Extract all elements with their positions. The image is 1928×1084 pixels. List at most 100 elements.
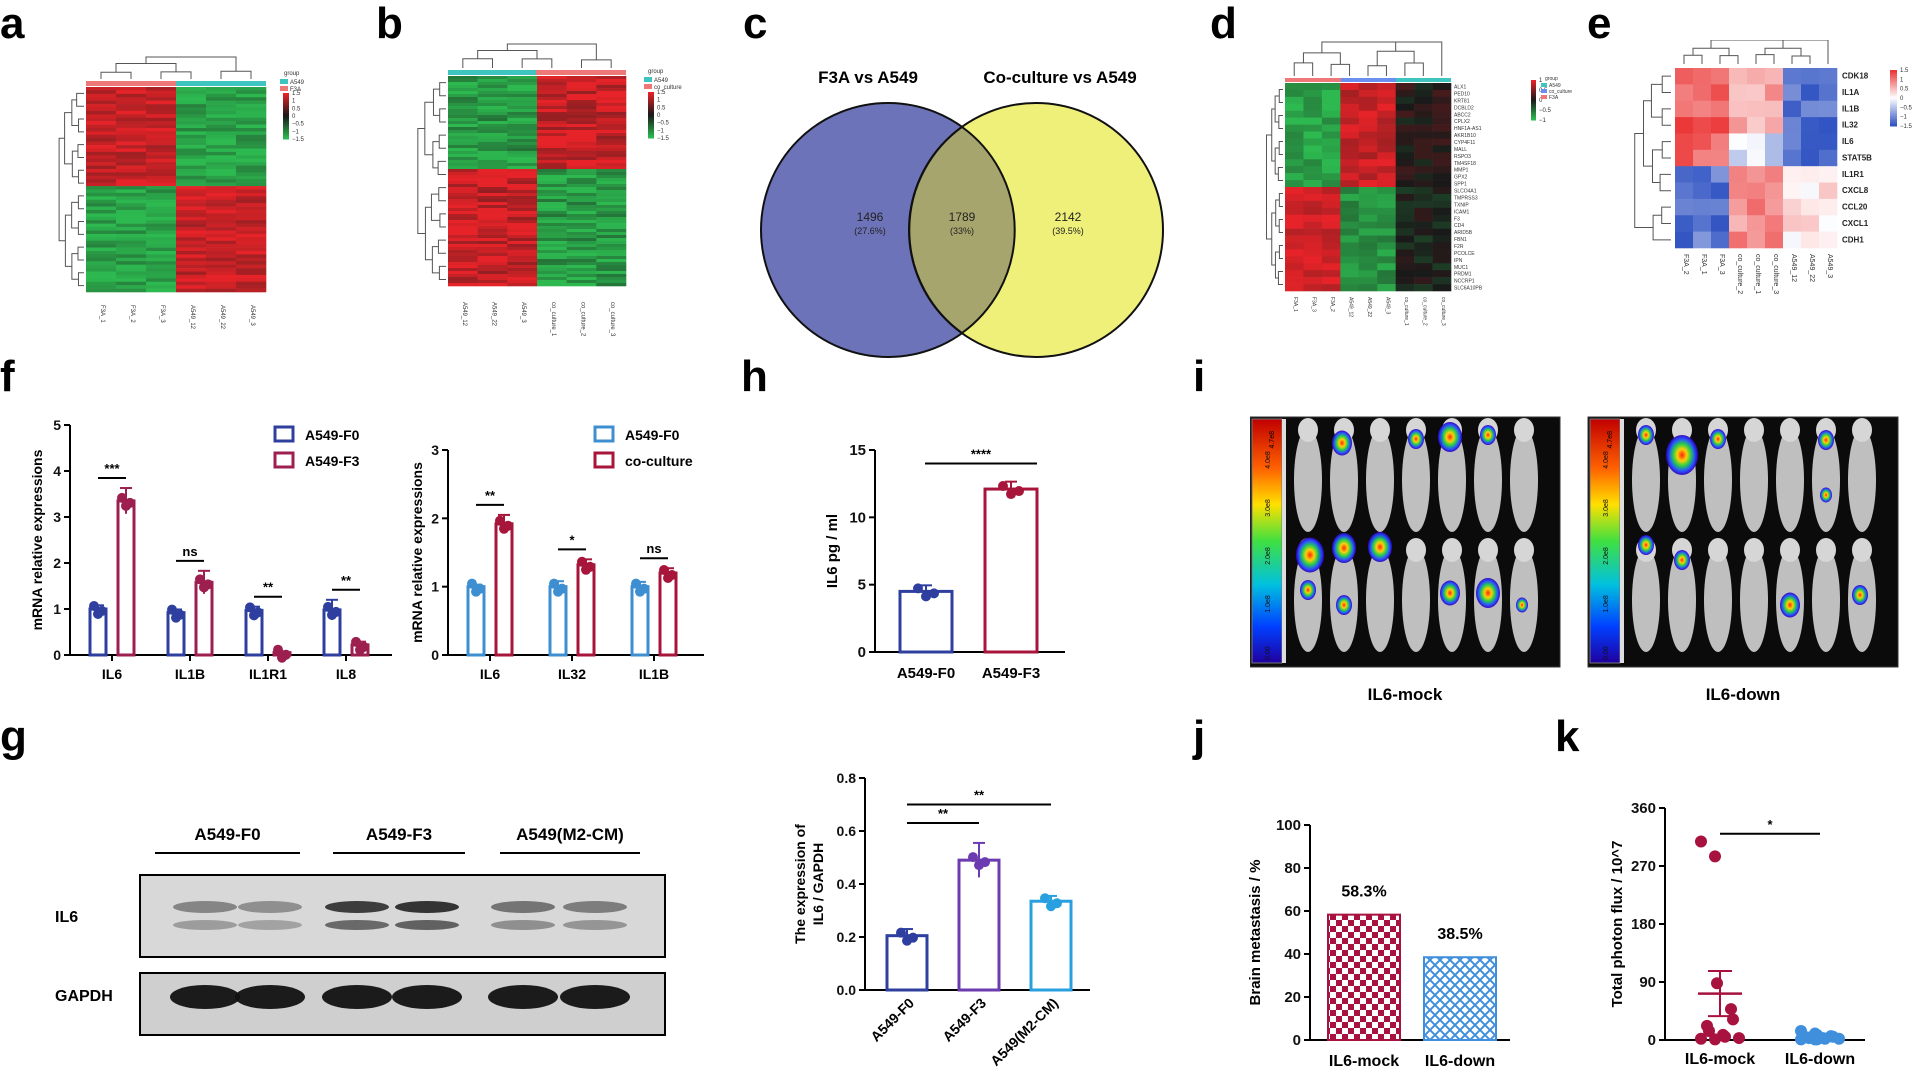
heatmap-cell	[1395, 145, 1415, 153]
group-bar-f3a	[86, 81, 176, 86]
heatmap-cell	[236, 172, 267, 177]
blot-row-label: IL6	[55, 909, 78, 926]
heatmap-cell	[1303, 83, 1323, 91]
dendrogram-branch	[1278, 245, 1283, 259]
dendrogram-branch	[1293, 62, 1314, 76]
colorscale-step	[648, 99, 654, 102]
heatmap-cell	[1358, 117, 1378, 125]
panel-label-h: h	[741, 352, 768, 401]
heatmap-cell	[477, 205, 508, 209]
colorscale-step	[1531, 82, 1536, 85]
x-tick-label: IL1B	[639, 666, 669, 682]
x-tick-label: A549-F3	[982, 665, 1040, 682]
heatmap-cell	[477, 181, 508, 185]
heatmap-cell	[1303, 284, 1323, 292]
heatmap-cell	[1303, 193, 1323, 202]
heatmap-cell	[176, 268, 207, 272]
heatmap-cell	[507, 112, 538, 116]
heatmap-cell	[146, 148, 177, 153]
heatmap-cell	[1747, 166, 1766, 183]
heatmap-cell	[1675, 198, 1694, 216]
gene-label: DCBLD2	[1454, 105, 1474, 111]
heatmap-cell	[206, 110, 237, 115]
heatmap-cell	[1414, 249, 1433, 257]
colorscale-step	[1890, 92, 1897, 95]
heatmap-cell	[236, 247, 267, 252]
gene-label: CCL20	[1842, 203, 1868, 212]
heatmap-cell	[1765, 215, 1784, 232]
heatmap-cell	[236, 165, 267, 170]
colorscale-step	[1531, 101, 1536, 104]
heatmap-d-gene-labels: ALX1PED10KRT81DCBLD2ABCC2CPLX2HNF1A-AS1A…	[1454, 85, 1483, 292]
luminescence-spot	[1666, 435, 1698, 475]
x-tick-label: A549-F3	[939, 995, 989, 1045]
dendrogram-branch	[506, 43, 597, 60]
heatmap-cell	[146, 93, 177, 98]
heatmap-cell	[1693, 166, 1712, 183]
heatmap-cell	[507, 223, 538, 227]
dendrogram-branch	[1376, 50, 1415, 66]
heatmap-cell	[448, 193, 478, 197]
heatmap-cell	[507, 145, 538, 149]
heatmap-cell	[116, 186, 147, 190]
heatmap-cell	[448, 229, 478, 233]
data-point	[121, 500, 131, 511]
heatmap-cell	[596, 130, 627, 134]
heatmap-cell	[206, 254, 237, 259]
heatmap-cell	[236, 189, 267, 194]
heatmap-cell	[146, 138, 177, 142]
x-tick-label: IL6	[102, 666, 122, 682]
data-point	[1703, 1024, 1715, 1037]
heatmap-cell	[566, 190, 597, 194]
heatmap-cell	[1285, 159, 1304, 167]
heatmap-cell	[507, 88, 538, 92]
dendrogram-branch	[71, 201, 79, 229]
colorscale-step	[648, 133, 654, 136]
heatmap-cell	[596, 175, 627, 179]
heatmap-cell	[566, 103, 597, 107]
colorscale-step	[648, 92, 654, 95]
heatmap-cell	[1377, 256, 1396, 264]
heatmap-cell	[537, 91, 567, 95]
heatmap-cell	[448, 271, 478, 275]
heatmap-cell	[477, 226, 508, 230]
venn-mid-pct: (33%)	[950, 226, 974, 236]
heatmap-cell	[1377, 270, 1396, 278]
heatmap-cell	[1432, 228, 1452, 236]
heatmap-cell	[236, 230, 267, 235]
heatmap-cell	[116, 227, 147, 231]
heatmap-cell	[206, 230, 237, 235]
heatmap-cell	[1711, 100, 1730, 118]
heatmap-cell	[1303, 96, 1323, 105]
heatmap-cell	[116, 179, 147, 183]
heatmap-cell	[507, 103, 538, 107]
heatmap-cell	[1432, 83, 1452, 91]
heatmap-cell	[448, 172, 478, 176]
colorscale-step	[1531, 80, 1536, 82]
heatmap-cell	[206, 172, 237, 177]
legend-label: A549-F3	[305, 453, 360, 469]
heatmap-cell	[477, 169, 508, 173]
data-point	[323, 601, 333, 612]
heatmap-cell	[236, 288, 267, 293]
heatmap-cell	[146, 186, 177, 190]
bioluminescence-panel: 4.7e84.0e83.0e82.0e81.0e80.00IL6-mock4.7…	[1250, 416, 1899, 704]
heatmap-cell	[1303, 173, 1323, 181]
venn-left-pct: (27.6%)	[854, 226, 886, 236]
blot-band	[395, 901, 459, 913]
gene-label: CXCL1	[1842, 219, 1869, 228]
heatmap-cell	[566, 115, 597, 119]
dendrogram-branch	[1643, 100, 1653, 167]
heatmap-cell	[1432, 173, 1452, 181]
heatmap-cell	[1340, 124, 1360, 132]
heatmap-cell	[86, 213, 117, 218]
heatmap-cell	[1358, 284, 1378, 292]
heatmap-cell	[206, 145, 237, 149]
dendrogram-branch	[1747, 40, 1829, 64]
heatmap-cell	[1414, 124, 1433, 132]
dendrogram-branch	[581, 59, 612, 68]
heatmap-cell	[1819, 117, 1838, 134]
colorscale-step	[1890, 105, 1897, 108]
colorscale-step	[648, 115, 654, 118]
heatmap-cell	[566, 214, 597, 218]
